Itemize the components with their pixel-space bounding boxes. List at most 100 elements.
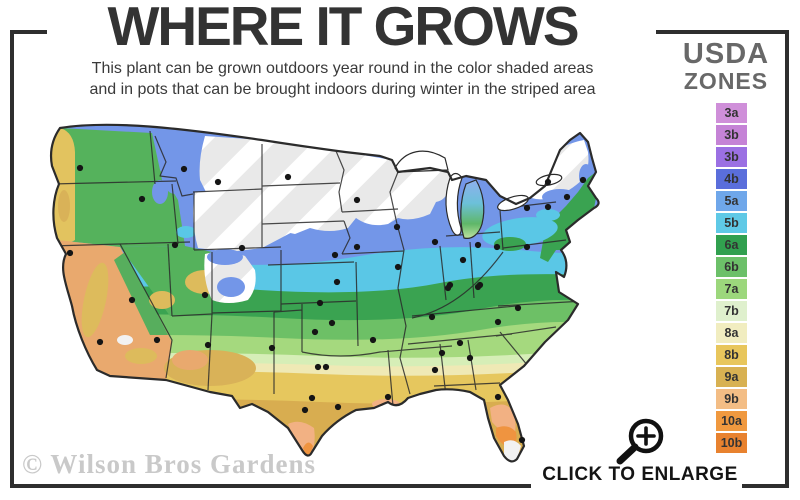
lake-superior: [394, 150, 449, 173]
city-dot: [514, 304, 522, 312]
city-dot: [314, 363, 322, 371]
page-title: WHERE IT GROWS: [107, 0, 579, 57]
city-dot: [284, 173, 292, 181]
city-dot: [456, 339, 464, 347]
city-dot: [180, 165, 188, 173]
legend: USDA ZONES: [666, 40, 786, 94]
city-dot: [474, 241, 482, 249]
city-dot: [96, 338, 104, 346]
city-dot: [334, 403, 342, 411]
frame-border-left: [10, 30, 14, 488]
city-dot: [518, 436, 526, 444]
legend-zone-8b-11: 8b: [716, 345, 747, 365]
city-dot: [171, 241, 179, 249]
city-dot: [268, 344, 276, 352]
city-dot: [494, 318, 502, 326]
city-dot: [431, 366, 439, 374]
subtitle: This plant can be grown outdoors year ro…: [55, 58, 630, 100]
zone-dab-utah-gold: [149, 291, 175, 309]
frame-border-right: [785, 30, 789, 488]
legend-title-zones: ZONES: [683, 68, 769, 94]
city-dot: [128, 296, 136, 304]
city-dot: [579, 176, 587, 184]
city-dot: [301, 406, 309, 414]
legend-zone-3b-1: 3b: [716, 125, 747, 145]
city-dot: [322, 363, 330, 371]
city-dot: [494, 393, 502, 401]
city-dot: [66, 249, 74, 257]
city-dot: [369, 336, 377, 344]
click-to-enlarge-button[interactable]: CLICK TO ENLARGE: [542, 464, 738, 485]
magnifier-plus-icon[interactable]: [606, 406, 668, 468]
legend-zone-8a-10: 8a: [716, 323, 747, 343]
city-dot: [459, 256, 467, 264]
city-dot: [76, 164, 84, 172]
city-dot: [316, 299, 324, 307]
subtitle-line-1: This plant can be grown outdoors year ro…: [91, 60, 594, 77]
city-dot: [384, 393, 392, 401]
legend-zone-9b-13: 9b: [716, 389, 747, 409]
legend-zone-3b-2: 3b: [716, 147, 747, 167]
watermark: © Wilson Bros Gardens: [22, 449, 316, 479]
city-dot: [431, 238, 439, 246]
zone-blob-sierra-green: [114, 252, 168, 335]
city-dot: [201, 291, 209, 299]
zone-blob-northwest-green: [52, 128, 185, 247]
subtitle-line-2: and in pots that can be brought indoors …: [89, 81, 596, 99]
city-dot: [394, 263, 402, 271]
map-fill-layers: [50, 124, 599, 462]
legend-zone-5b-5: 5b: [716, 213, 747, 233]
city-dots: [66, 164, 587, 444]
legend-zone-10a-14: 10a: [716, 411, 747, 431]
zone-dab-colorado-blue-2: [217, 277, 245, 297]
frame-border-top-right: [656, 30, 789, 34]
legend-zone-6a-6: 6a: [716, 235, 747, 255]
city-dot: [214, 178, 222, 186]
city-dot: [138, 195, 146, 203]
city-dot: [544, 178, 552, 186]
zone-blob-california-tan: [57, 240, 172, 380]
legend-zone-3a-0: 3a: [716, 103, 747, 123]
city-dot: [331, 251, 339, 259]
city-dot: [333, 278, 341, 286]
city-dot: [476, 281, 484, 289]
state-borders: [50, 130, 585, 407]
city-dot: [238, 244, 246, 252]
zone-dab-oregon-coast: [58, 190, 70, 222]
city-dot: [523, 243, 531, 251]
city-dot: [428, 313, 436, 321]
legend-zone-6b-7: 6b: [716, 257, 747, 277]
city-dot: [308, 394, 316, 402]
us-outline: [49, 123, 600, 463]
city-dot: [204, 341, 212, 349]
zone-dab-arizona-tan: [172, 350, 208, 370]
city-dot: [493, 243, 501, 251]
city-dot: [563, 193, 571, 201]
zone-strip-northeast-coast-green: [540, 172, 596, 262]
zone-dab-idaho-cyan: [176, 226, 196, 238]
legend-zone-7a-8: 7a: [716, 279, 747, 299]
zone-blob-greatbasin-green: [120, 246, 212, 316]
zone-dab-colorado-blue-1: [207, 249, 243, 265]
city-dot: [353, 196, 361, 204]
striped-wyoming: [193, 190, 300, 252]
zone-dab-idaho-blue-3: [152, 180, 168, 204]
zone-dab-socal-gold: [125, 348, 157, 364]
frame-border-top-left: [10, 30, 47, 34]
city-dot: [523, 204, 531, 212]
city-dot: [438, 349, 446, 357]
city-dot: [153, 336, 161, 344]
legend-zone-7b-9: 7b: [716, 301, 747, 321]
city-dot: [466, 354, 474, 362]
frame-border-bottom-left: [10, 484, 531, 488]
zone-dab-newyork-cyan: [536, 209, 560, 221]
lake-michigan: [445, 172, 463, 236]
zone-blob-central-valley: [81, 262, 109, 338]
michigan-mitten: [460, 179, 485, 239]
city-dot: [393, 223, 401, 231]
legend-zone-5a-4: 5a: [716, 191, 747, 211]
frame-border-bottom-right: [742, 484, 789, 488]
legend-zone-list: 3a 3b 3b 4b 5a 5b 6a 6b 7a 7b 8a 8b 9a 9b 10a 10b: [716, 103, 747, 455]
